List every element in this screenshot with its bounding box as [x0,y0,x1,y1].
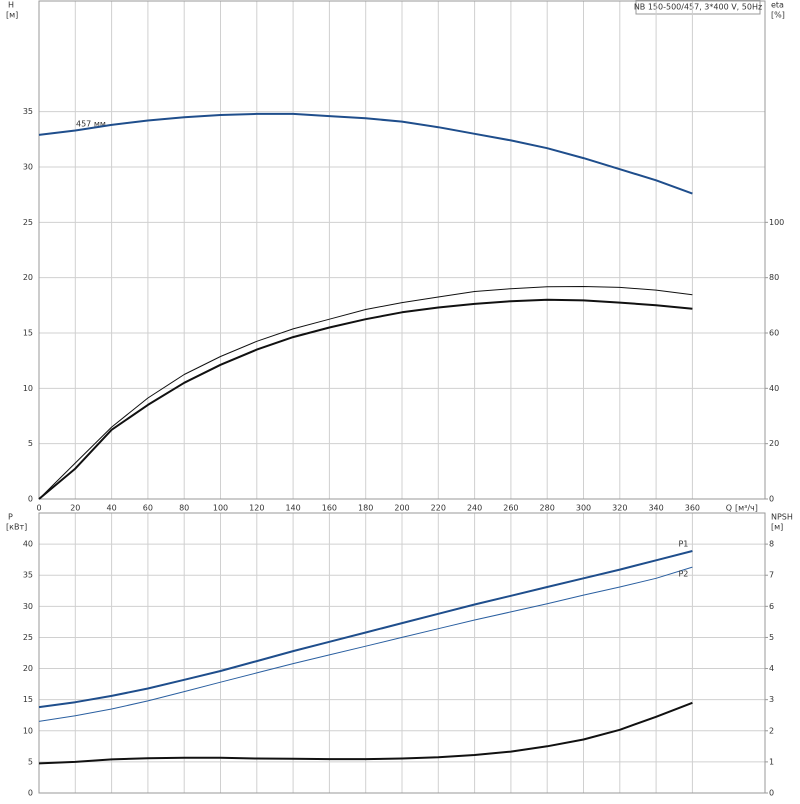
y-tick-label: 5 [28,439,33,448]
y2-tick-label: 2 [769,726,774,735]
curve [38,566,693,722]
y-tick-label: 25 [23,633,33,642]
y-tick-label: 10 [23,726,33,735]
y2-tick-label: 7 [769,571,774,580]
y2-tick-label: 6 [769,602,774,611]
y2-label: eta [771,1,784,10]
x-tick-label: 300 [576,504,591,513]
x-tick-label: 180 [358,504,373,513]
x-tick-label: 120 [249,504,264,513]
x-tick-label: 100 [213,504,228,513]
y-tick-label: 20 [23,664,33,673]
x-tick-label: 160 [322,504,337,513]
y-tick-label: 30 [23,163,33,172]
series-label: P1 [678,539,688,548]
y2-tick-label: 3 [769,695,774,704]
y-tick-label: 5 [28,757,33,766]
x-tick-label: 340 [648,504,663,513]
y-tick-label: 20 [23,273,33,282]
y2-unit: [%] [771,11,785,20]
y-tick-label: 10 [23,384,33,393]
y-tick-label: 15 [23,329,33,338]
x-tick-label: 280 [540,504,555,513]
y-tick-label: 15 [23,695,33,704]
series-label: P2 [678,570,688,579]
y2-tick-label: 8 [769,540,774,549]
y2-tick-label: 0 [769,495,774,504]
y-unit: [м] [6,11,18,20]
y-label: P [8,513,13,522]
y-tick-label: 0 [28,789,33,798]
curve [38,112,693,195]
x-tick-label: 80 [179,504,189,513]
x-tick-label: 20 [70,504,80,513]
x-tick-label: 200 [394,504,409,513]
y2-tick-label: 20 [769,439,779,448]
x-tick-label: 0 [36,504,41,513]
y2-tick-label: 60 [769,329,779,338]
chart-title: NB 150-500/457, 3*400 V, 50Hz [634,3,762,12]
y2-tick-label: 4 [769,664,774,673]
y-tick-label: 25 [23,218,33,227]
x-tick-label: 240 [467,504,482,513]
y-tick-label: 35 [23,107,33,116]
y-label: H [8,1,14,10]
curve [38,550,693,709]
x-tick-label: 60 [143,504,153,513]
curve [38,286,693,500]
y2-tick-label: 1 [769,757,774,766]
y2-tick-label: 100 [769,218,784,227]
y-tick-label: 40 [23,540,33,549]
x-label: Q [726,504,732,513]
x-tick-label: 140 [285,504,300,513]
y-tick-label: 35 [23,571,33,580]
x-unit: [м³/ч] [735,504,758,513]
y-tick-label: 0 [28,495,33,504]
y2-unit: [м] [771,523,783,532]
curve [38,701,693,765]
plot-frame [38,512,766,794]
curve [38,298,693,500]
title-box [635,0,761,15]
x-tick-label: 360 [685,504,700,513]
y2-tick-label: 40 [769,384,779,393]
y2-tick-label: 0 [769,789,774,798]
annotation: 457 мм [76,120,106,129]
y2-label: NPSH [771,513,793,522]
x-tick-label: 260 [503,504,518,513]
x-tick-label: 220 [431,504,446,513]
y2-tick-label: 5 [769,633,774,642]
y-tick-label: 30 [23,602,33,611]
x-tick-label: 40 [107,504,117,513]
plot-frame [38,0,766,500]
y-unit: [кВт] [6,523,27,532]
y2-tick-label: 80 [769,273,779,282]
x-tick-label: 320 [612,504,627,513]
